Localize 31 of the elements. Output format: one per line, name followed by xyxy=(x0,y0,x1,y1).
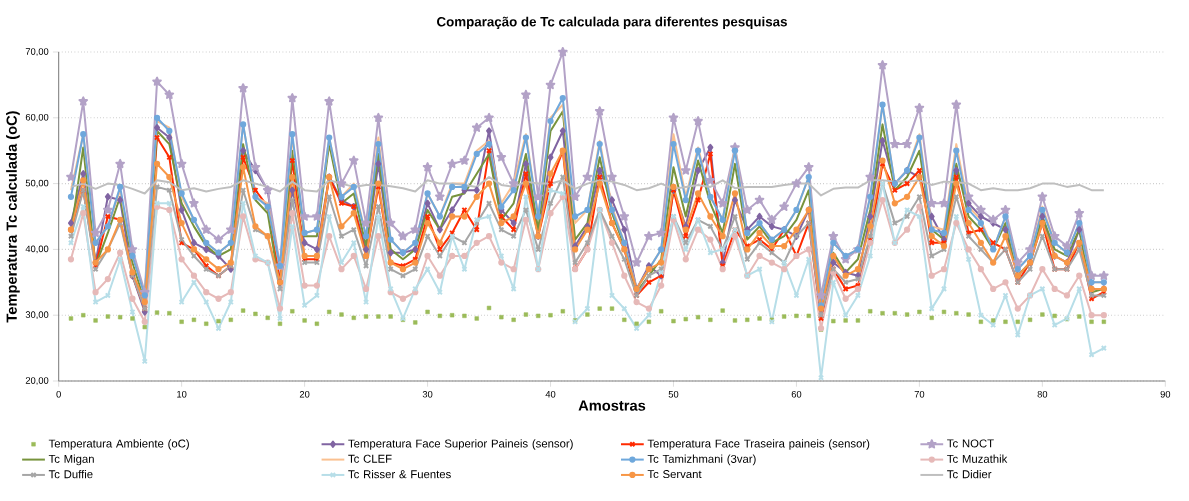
y-tick-label: 30,00 xyxy=(25,311,49,320)
x-tick-label: 70 xyxy=(914,390,925,398)
x-tick-label: 90 xyxy=(1160,390,1171,398)
legend-label: Temperatura Ambiente (oC) xyxy=(48,439,189,450)
legend-label: Tc Duffie xyxy=(48,469,93,479)
legend-label: Tc Servant xyxy=(647,470,702,479)
legend-label: Tc Tamizhmani (3var) xyxy=(647,454,756,466)
y-axis-title: Temperatura Tc calculada (oC) xyxy=(6,111,20,323)
y-tick-label: 60,00 xyxy=(25,113,49,122)
x-tick-label: 80 xyxy=(1037,390,1048,398)
x-tick-label: 0 xyxy=(56,390,61,398)
legend-label: Temperatura Face Traseira paineis (sensor) xyxy=(647,439,870,450)
y-tick-label: 50,00 xyxy=(25,179,49,188)
legend-label: Tc CLEF xyxy=(348,454,392,463)
legend-label: Tc Muzathik xyxy=(947,454,1008,463)
legend-label: Tc Didier xyxy=(947,469,992,479)
legend-label: Tc Migan xyxy=(48,454,94,466)
x-axis-title: Amostras xyxy=(578,400,646,411)
y-tick-label: 20,00 xyxy=(25,377,49,385)
legend-label: Tc Risser & Fuentes xyxy=(348,469,451,479)
x-tick-label: 30 xyxy=(422,390,433,398)
y-tick-label: 40,00 xyxy=(25,245,49,254)
x-tick-label: 10 xyxy=(177,390,187,398)
legend-label: Temperatura Face Superior Paineis (sensor) xyxy=(348,439,573,450)
chart-title: Comparação de Tc calculada para diferentes pesquisas xyxy=(437,16,787,30)
x-tick-label: 60 xyxy=(791,390,802,398)
x-tick-label: 20 xyxy=(299,390,310,398)
x-tick-label: 50 xyxy=(668,390,679,398)
legend-label: Tc NOCT xyxy=(947,439,994,448)
x-tick-label: 40 xyxy=(545,390,556,398)
y-tick-label: 70,00 xyxy=(25,48,49,56)
